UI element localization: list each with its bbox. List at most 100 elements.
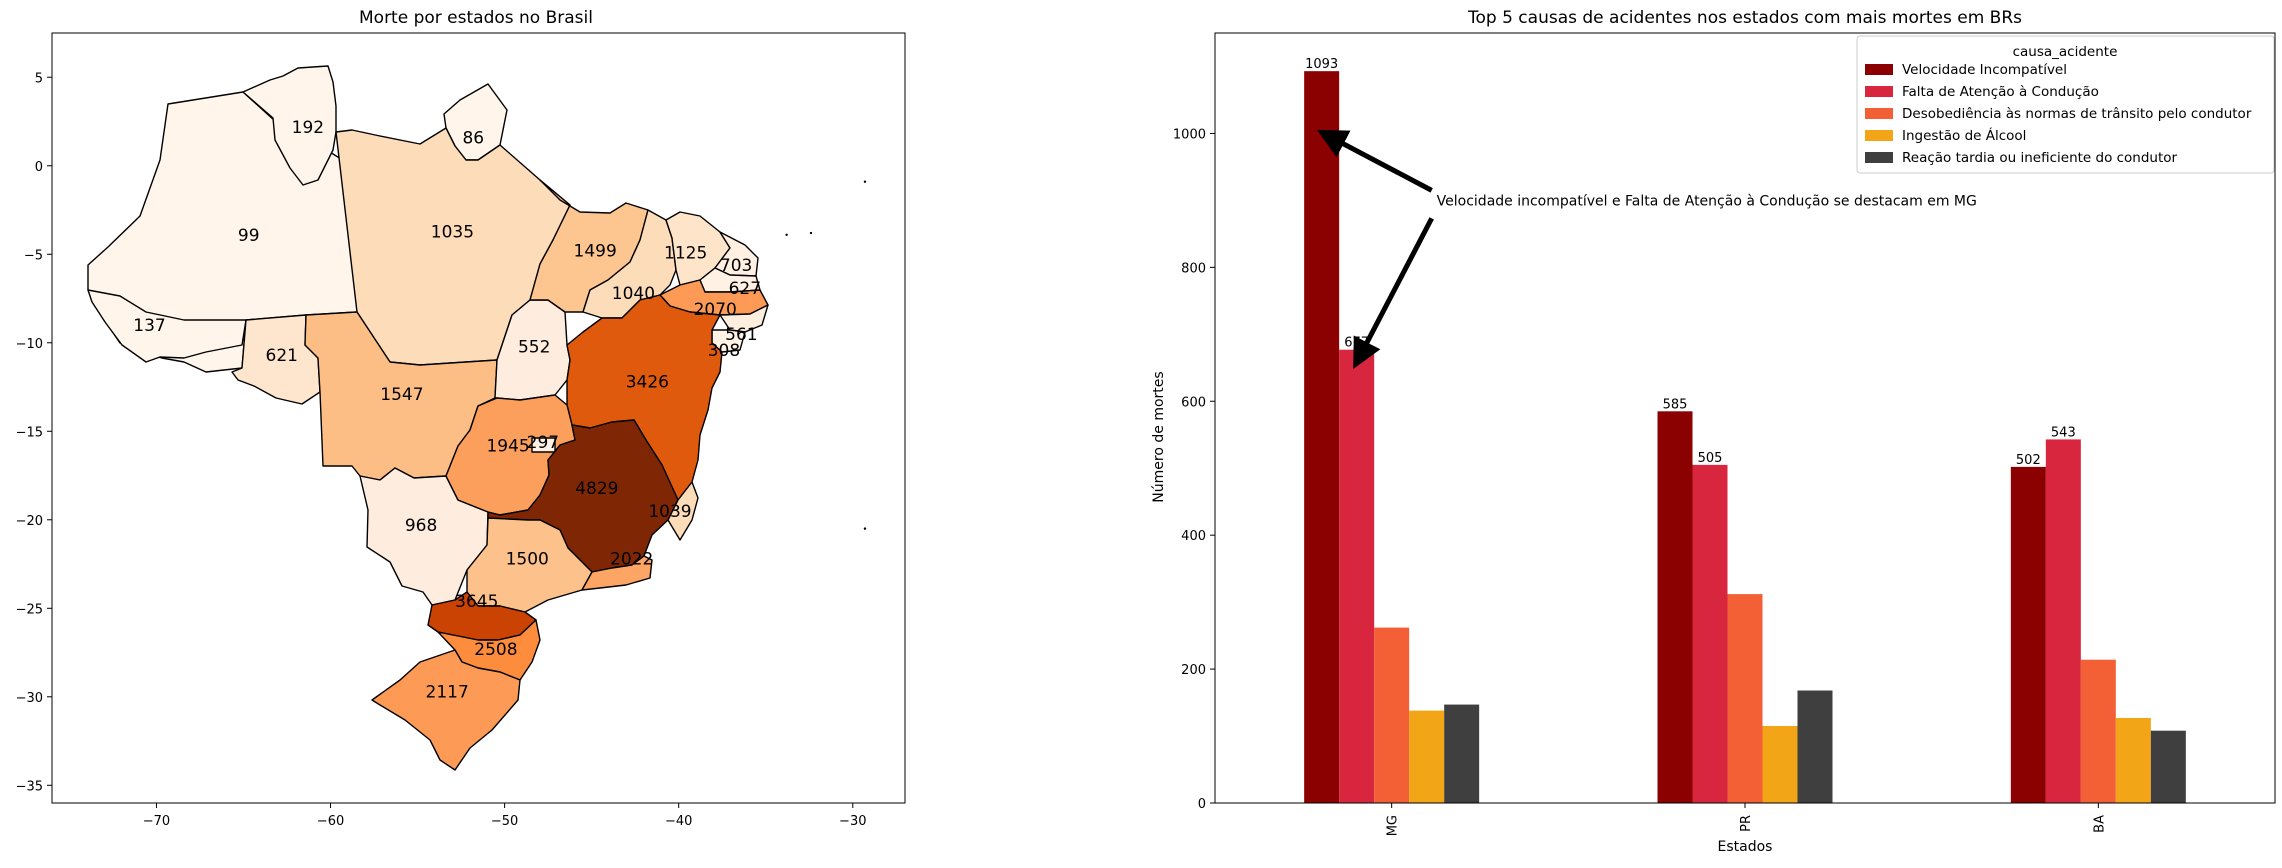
state-value-label: 1035 (431, 222, 474, 242)
legend-label: Velocidade Incompatível (1902, 62, 2067, 78)
legend-label: Falta de Atenção à Condução (1902, 84, 2099, 100)
state-value-label: 1040 (612, 284, 655, 304)
legend-swatch (1865, 64, 1893, 75)
bar (1409, 710, 1445, 803)
y-tick-label: −15 (16, 425, 43, 440)
state-value-label: 1125 (664, 243, 707, 263)
brazil-states-map (87, 65, 769, 771)
state-value-label: 1039 (648, 502, 691, 522)
annotation-arrow (1353, 217, 1434, 369)
map-panel: Morte por estados no Brasil (16, 8, 906, 829)
bar (2045, 439, 2081, 803)
bar-value-label: 543 (2051, 425, 2076, 440)
map-axes-frame (51, 32, 906, 804)
y-tick-label: 0 (35, 160, 43, 175)
bar (2150, 730, 2186, 803)
state-sao-paulo (466, 517, 593, 613)
bar (1797, 690, 1833, 803)
state-value-label: 2508 (474, 640, 517, 660)
y-tick-label: 0 (1198, 797, 1206, 812)
y-tick-label: −5 (24, 248, 43, 263)
y-tick-label: 800 (1181, 261, 1206, 276)
state-value-label: 192 (292, 118, 324, 138)
bar (1304, 71, 1340, 803)
legend-label: Ingestão de Álcool (1902, 127, 2026, 144)
x-axis-label: Estados (1718, 839, 1773, 855)
y-tick-label: −35 (16, 779, 43, 794)
annotation: Velocidade incompatível e Falta de Atenç… (1317, 129, 1977, 369)
x-tick-label: −50 (491, 814, 518, 829)
y-tick-label: 200 (1181, 663, 1206, 678)
annotation-text: Velocidade incompatível e Falta de Atenç… (1437, 193, 1977, 209)
island-dot (863, 180, 867, 183)
state-rio-grande-do-sul (371, 649, 521, 771)
legend-label: Desobediência às normas de trânsito pelo… (1902, 106, 2252, 122)
x-tick-label: −30 (839, 814, 866, 829)
state-acre (87, 289, 247, 363)
state-value-label: 561 (725, 325, 757, 345)
y-tick-label: 600 (1181, 395, 1206, 410)
annotation-arrow (1317, 129, 1433, 193)
state-rio-de-janeiro (581, 555, 653, 591)
legend-label: Reação tardia ou ineficiente do condutor (1902, 150, 2178, 166)
state-value-label: 4829 (575, 479, 618, 499)
bar (1762, 726, 1798, 803)
state-value-label: 3426 (626, 373, 669, 393)
state-value-label: 552 (518, 337, 550, 357)
bar (2010, 466, 2046, 803)
bar (1339, 349, 1375, 803)
island-dot (785, 233, 788, 236)
y-tick-label: 400 (1181, 529, 1206, 544)
y-tick-label: 1000 (1173, 127, 1206, 142)
state-value-label: 99 (238, 226, 260, 246)
legend-title: causa_acidente (2013, 44, 2118, 60)
state-value-label: 1945 (486, 436, 529, 456)
y-tick-label: −10 (16, 337, 43, 352)
bar (1444, 704, 1480, 803)
state-value-label: 968 (405, 516, 437, 536)
bar-value-label: 1093 (1305, 57, 1338, 72)
legend-swatch (1865, 108, 1893, 119)
state-value-label: 2022 (610, 550, 653, 570)
y-axis-label: Número de mortes (1151, 371, 1167, 502)
state-value-label: 1547 (380, 385, 423, 405)
x-tick-label: PR (1739, 815, 1754, 832)
y-tick-label: −20 (16, 514, 43, 529)
x-tick-label: −40 (665, 814, 692, 829)
map-title: Morte por estados no Brasil (359, 8, 593, 28)
state-value-label: 137 (133, 316, 165, 336)
bar-value-label: 502 (2016, 453, 2041, 468)
bar-value-label: 505 (1698, 451, 1723, 466)
state-value-label: 86 (462, 128, 484, 148)
state-value-label: 308 (708, 341, 740, 361)
state-value-label: 627 (729, 279, 761, 299)
x-tick-label: −60 (317, 814, 344, 829)
y-tick-label: −25 (16, 602, 43, 617)
legend-swatch (1865, 130, 1893, 141)
bar (1727, 594, 1763, 803)
island-dot (809, 231, 813, 235)
bar-value-label: 585 (1663, 397, 1688, 412)
state-value-label: 621 (266, 346, 298, 366)
bar-series (1304, 71, 2186, 803)
bar-ticks: 0 200 400 600 800 1000 MG PR BA (1173, 127, 2107, 836)
x-tick-label: −70 (143, 814, 170, 829)
island-dot (863, 527, 867, 530)
bar-panel: Top 5 causas de acidentes nos estados co… (1151, 8, 2276, 855)
state-espirito-santo (667, 481, 699, 541)
legend-box (1856, 35, 2275, 174)
bar (2115, 717, 2151, 803)
state-value-label: 1500 (506, 550, 549, 570)
bar (1692, 464, 1728, 803)
map-ticks: −70 −60 −50 −40 −30 5 0 −5 −10 −15 −20 −25 −30 −35 (16, 71, 867, 829)
state-value-label: 3645 (455, 592, 498, 612)
legend-swatch (1865, 152, 1893, 163)
bar (1657, 411, 1693, 803)
legend: causa_acidente Velocidade Incompatível Fa… (1856, 35, 2275, 174)
state-value-label: 703 (720, 256, 752, 276)
y-tick-label: −30 (16, 691, 43, 706)
state-value-label: 297 (527, 433, 559, 453)
